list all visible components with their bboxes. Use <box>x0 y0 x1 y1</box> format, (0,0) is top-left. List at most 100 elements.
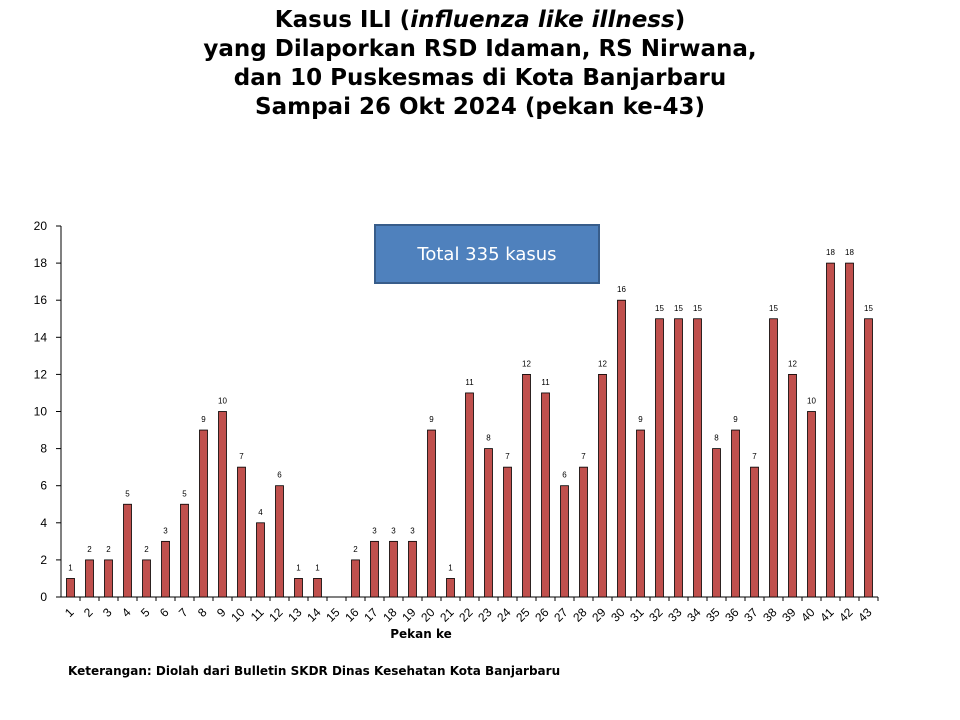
x-tick-label: 31 <box>627 605 647 625</box>
bar <box>807 411 816 598</box>
bar <box>351 559 360 598</box>
x-tick-label: 7 <box>176 605 191 620</box>
x-tick-label: 35 <box>703 605 723 625</box>
data-label: 15 <box>674 304 683 313</box>
data-label: 6 <box>277 471 282 480</box>
data-label: 10 <box>807 397 816 406</box>
x-tick-label: 42 <box>836 605 856 625</box>
x-tick-label: 17 <box>361 605 381 625</box>
data-label: 1 <box>68 563 73 572</box>
data-label: 16 <box>617 285 626 294</box>
bar <box>826 262 835 598</box>
x-axis-label: Pekan ke <box>390 627 452 641</box>
bar <box>788 373 797 598</box>
x-tick-label: 22 <box>456 605 476 625</box>
data-label: 9 <box>733 415 738 424</box>
data-label: 18 <box>845 248 854 257</box>
x-tick-label: 21 <box>437 605 457 625</box>
data-label: 3 <box>410 526 415 535</box>
y-tick-label: 2 <box>40 553 47 567</box>
bar <box>408 540 417 598</box>
data-label: 11 <box>465 378 474 387</box>
total-cases-box: Total 335 kasus <box>374 224 600 284</box>
y-tick-label: 16 <box>34 293 48 307</box>
title-line-2: yang Dilaporkan RSD Idaman, RS Nirwana, <box>203 36 757 62</box>
x-tick-label: 34 <box>684 605 704 625</box>
data-label: 8 <box>486 434 491 443</box>
bar <box>237 466 246 598</box>
data-label: 7 <box>239 452 244 461</box>
y-tick-label: 10 <box>34 405 48 419</box>
data-label: 2 <box>144 545 149 554</box>
x-tick-label: 20 <box>418 605 438 625</box>
y-tick-label: 20 <box>34 219 48 233</box>
title-line-3: dan 10 Puskesmas di Kota Banjarbaru <box>233 65 727 91</box>
x-tick-label: 33 <box>665 605 685 625</box>
bar <box>427 429 436 598</box>
bar <box>66 578 75 598</box>
bar <box>750 466 759 598</box>
data-label: 11 <box>541 378 550 387</box>
bar <box>218 411 227 598</box>
y-tick-label: 4 <box>40 516 47 530</box>
data-label: 12 <box>522 359 531 368</box>
bar <box>674 318 683 598</box>
data-label: 3 <box>372 526 377 535</box>
bar <box>180 503 189 598</box>
x-tick-label: 36 <box>722 605 742 625</box>
x-tick-label: 16 <box>342 605 362 625</box>
x-tick-label: 11 <box>248 605 267 624</box>
x-tick-label: 28 <box>570 605 590 625</box>
data-label: 15 <box>655 304 664 313</box>
title-line-4: Sampai 26 Okt 2024 (pekan ke-43) <box>255 94 705 120</box>
x-tick-label: 12 <box>266 605 286 625</box>
y-tick-label: 0 <box>40 590 47 604</box>
chart-bars <box>66 262 873 598</box>
data-label: 15 <box>769 304 778 313</box>
data-label: 6 <box>562 471 567 480</box>
x-tick-label: 41 <box>817 605 837 625</box>
x-tick-label: 14 <box>304 605 324 625</box>
x-tick-label: 10 <box>228 605 248 625</box>
bar <box>864 318 873 598</box>
data-label: 3 <box>163 526 168 535</box>
data-label: 15 <box>693 304 702 313</box>
x-tick-label: 5 <box>138 605 153 620</box>
data-label: 12 <box>598 359 607 368</box>
x-tick-label: 13 <box>285 605 305 625</box>
data-label: 2 <box>106 545 111 554</box>
chart-title: Kasus ILI (influenza like illness) yang … <box>0 6 960 122</box>
title-line-1: Kasus ILI (influenza like illness) <box>274 7 686 33</box>
data-label: 2 <box>353 545 358 554</box>
bar <box>446 578 455 598</box>
y-tick-labels: 0 2 4 6 8 10 12 14 16 18 20 <box>34 219 48 604</box>
x-tick-label: 29 <box>589 605 609 625</box>
data-label: 18 <box>826 248 835 257</box>
bar <box>541 392 550 598</box>
bar <box>294 578 303 598</box>
x-tick-label: 27 <box>551 605 571 625</box>
bar <box>693 318 702 598</box>
x-tick-label: 30 <box>608 605 628 625</box>
bar <box>484 448 493 598</box>
data-label: 12 <box>788 359 797 368</box>
y-tick-label: 18 <box>34 256 48 270</box>
footnote: Keterangan: Diolah dari Bulletin SKDR Di… <box>68 664 561 678</box>
bar <box>522 373 531 598</box>
bar <box>579 466 588 598</box>
bar <box>199 429 208 598</box>
data-label: 7 <box>505 452 510 461</box>
bar <box>617 299 626 598</box>
bar <box>465 392 474 598</box>
x-tick-label: 18 <box>380 605 400 625</box>
data-label: 1 <box>448 563 453 572</box>
data-label: 1 <box>315 563 320 572</box>
bar <box>636 429 645 598</box>
bar <box>389 540 398 598</box>
bar <box>256 522 265 598</box>
y-tick-label: 8 <box>40 442 47 456</box>
bar <box>712 448 721 598</box>
data-label: 15 <box>864 304 873 313</box>
bar <box>845 262 854 598</box>
bar <box>142 559 151 598</box>
